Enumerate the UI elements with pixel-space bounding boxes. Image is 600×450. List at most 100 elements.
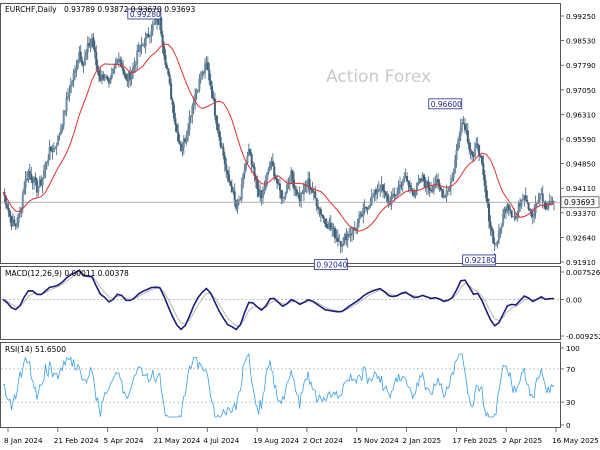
candle-body <box>270 161 273 163</box>
candle-body <box>122 67 125 72</box>
candle-body <box>343 234 346 238</box>
candle-body <box>89 41 92 47</box>
candle-body <box>10 216 13 227</box>
candle-body <box>48 146 51 160</box>
candle-body <box>245 162 248 170</box>
candle-body <box>81 59 84 65</box>
candle-body <box>201 72 204 79</box>
candle-body <box>350 233 353 235</box>
candle-body <box>235 200 238 209</box>
rsi-tick-label: 70 <box>566 365 576 374</box>
candle-body <box>513 216 516 218</box>
candle-body <box>237 200 240 202</box>
candle-body <box>140 45 143 47</box>
candle-body <box>261 191 264 199</box>
candle-body <box>86 43 89 52</box>
x-tick-label: 2 Apr 2025 <box>502 436 542 445</box>
candle-body <box>123 71 126 74</box>
candle-body <box>408 184 411 188</box>
candle-body <box>287 183 290 185</box>
candle-body <box>206 62 209 70</box>
candle-body <box>400 184 403 186</box>
candle-body <box>177 131 180 142</box>
candle-body <box>516 212 519 219</box>
candle-body <box>462 122 465 125</box>
candle-body <box>499 227 502 232</box>
candle-body <box>253 166 256 177</box>
candle-body <box>456 141 459 151</box>
candle-body <box>147 33 150 37</box>
candle-body <box>269 162 272 169</box>
candle-body <box>220 146 223 148</box>
candle-body <box>359 214 362 219</box>
candle-body <box>185 134 188 142</box>
candle-body <box>274 176 277 179</box>
candle-body <box>291 170 294 180</box>
candle-body <box>391 194 394 198</box>
candle-body <box>338 241 341 242</box>
x-tick-label: 21 May 2024 <box>153 436 200 445</box>
candles <box>3 13 555 254</box>
candle-body <box>17 213 20 224</box>
candle-body <box>27 171 30 180</box>
candle-body <box>74 69 77 74</box>
moving-average <box>2 43 555 232</box>
price-tick-label: 0.91910 <box>566 258 596 267</box>
candle-body <box>76 60 79 69</box>
candle-body <box>228 174 231 182</box>
candle-body <box>451 177 454 182</box>
candle-body <box>537 199 540 203</box>
price-tick-label: 0.96310 <box>566 110 596 119</box>
candle-body <box>126 78 129 82</box>
candle-body <box>41 177 44 186</box>
candle-body <box>196 89 199 91</box>
candle-body <box>189 115 192 117</box>
current-price-label: 0.93693 <box>564 198 595 207</box>
candle-body <box>461 122 464 127</box>
candle-body <box>260 190 263 199</box>
x-tick-label: 4 Jul 2024 <box>203 436 240 445</box>
candle-body <box>33 177 36 184</box>
candle-body <box>71 81 74 84</box>
candle-body <box>92 37 95 48</box>
candle-body <box>170 83 173 100</box>
candle-body <box>318 208 321 210</box>
moving-average-line <box>2 43 555 232</box>
candle-body <box>294 188 297 190</box>
candle-body <box>284 192 287 198</box>
candle-body <box>119 59 122 63</box>
x-tick-label: 5 Apr 2024 <box>104 436 144 445</box>
candle-body <box>417 182 420 184</box>
candle-body <box>407 181 410 185</box>
candle-body <box>187 129 190 135</box>
candle-body <box>328 223 331 229</box>
candle-body <box>495 243 498 245</box>
candle-body <box>174 118 177 125</box>
y-axis-ticks: 0.99250 0.98530 0.97790 0.97050 0.96310 0.955… <box>560 12 596 267</box>
candle-body <box>239 199 242 201</box>
candle-body <box>28 171 31 175</box>
candle-body <box>222 147 225 156</box>
candle-body <box>75 68 78 70</box>
annotation-label: 0.99280 <box>130 10 161 19</box>
candle-body <box>411 190 414 195</box>
candle-body <box>66 96 69 98</box>
candle-body <box>528 209 531 211</box>
candle-body <box>311 190 314 193</box>
candle-body <box>397 188 400 194</box>
candle-body <box>321 214 324 217</box>
candle-body <box>331 228 334 230</box>
candle-body <box>370 196 373 205</box>
candle-body <box>151 24 154 32</box>
candle-body <box>394 195 397 197</box>
watermark: Action Forex <box>326 67 431 87</box>
candle-body <box>175 124 178 132</box>
candle-body <box>504 208 507 212</box>
candle-body <box>298 193 301 202</box>
candle-body <box>523 195 526 200</box>
candle-body <box>307 178 310 186</box>
candle-body <box>383 190 386 193</box>
candle-body <box>339 241 342 246</box>
annotation-label: 0.92040 <box>316 261 347 270</box>
